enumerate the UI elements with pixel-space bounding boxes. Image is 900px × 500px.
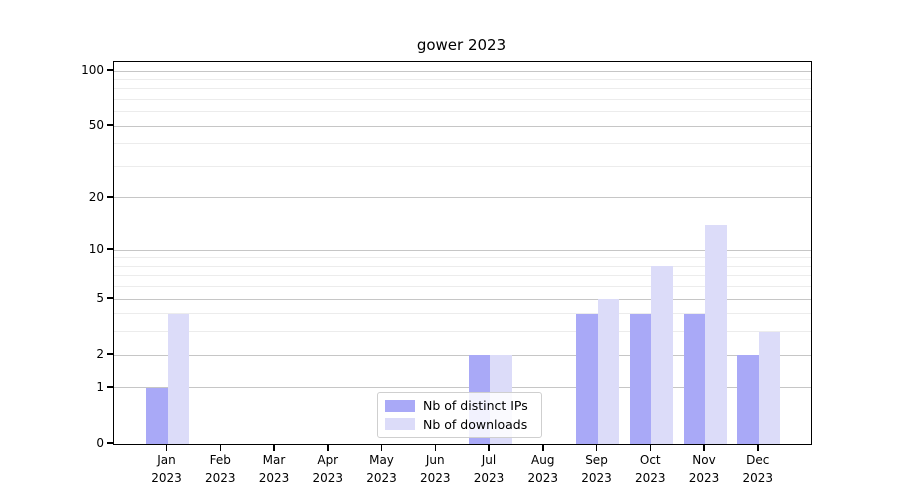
legend: Nb of distinct IPs Nb of downloads: [377, 392, 542, 438]
x-tick-label: Jun 2023: [419, 453, 451, 485]
gridline-minor: [114, 286, 811, 288]
y-tick-mark: [107, 297, 113, 299]
y-tick-mark: [107, 69, 113, 71]
gridline-minor: [114, 143, 811, 145]
legend-label-distinct-ips: Nb of distinct IPs: [423, 398, 528, 414]
gridline-minor: [114, 98, 811, 100]
x-tick-mark: [327, 444, 329, 451]
x-tick-label: Sep 2023: [581, 453, 612, 485]
x-tick-mark: [542, 444, 544, 451]
bar-distinct-ips: [146, 387, 168, 444]
y-tick-label: 50: [88, 118, 104, 133]
legend-swatch-downloads: [385, 418, 415, 431]
x-tick-mark: [595, 444, 598, 451]
gridline-major: [114, 298, 811, 300]
bar-downloads: [167, 313, 189, 444]
gridline-major: [114, 354, 811, 356]
legend-item-downloads: Nb of downloads: [385, 417, 534, 432]
y-tick-label: 20: [88, 189, 104, 204]
y-tick-mark: [107, 124, 113, 126]
x-tick-mark: [165, 444, 168, 451]
gridline-major: [114, 249, 811, 251]
legend-label-downloads: Nb of downloads: [423, 416, 528, 432]
legend-swatch-distinct-ips: [385, 399, 415, 412]
x-tick-mark: [703, 444, 705, 451]
y-tick-label: 10: [88, 242, 104, 257]
x-tick-mark: [380, 444, 383, 451]
bar-distinct-ips: [576, 313, 598, 444]
y-tick-mark: [107, 196, 113, 198]
x-tick-mark: [273, 444, 275, 451]
bar-distinct-ips: [683, 313, 705, 444]
x-tick-label: Jul 2023: [473, 453, 505, 485]
gridline-minor: [114, 331, 811, 333]
x-tick-mark: [219, 444, 221, 451]
gridline-minor: [114, 165, 811, 167]
x-tick-label: Oct 2023: [634, 453, 666, 485]
bar-downloads: [758, 331, 781, 444]
gridline-major: [114, 125, 811, 127]
y-tick-label: 100: [81, 63, 104, 77]
gridline-minor: [114, 265, 811, 267]
x-tick-label: Apr 2023: [312, 453, 344, 485]
y-tick-label: 0: [96, 436, 104, 450]
x-tick-label: Aug 2023: [527, 453, 559, 485]
y-tick-mark: [107, 386, 113, 388]
x-tick-label: May 2023: [366, 453, 397, 485]
gridline-minor: [114, 257, 811, 259]
y-tick-mark: [107, 353, 113, 355]
gridline-minor: [114, 313, 811, 315]
x-tick-mark: [757, 444, 759, 451]
x-tick-label: Feb 2023: [204, 453, 236, 485]
legend-item-distinct-ips: Nb of distinct IPs: [385, 398, 534, 413]
x-tick-mark: [649, 444, 651, 451]
gridline-minor: [114, 88, 811, 90]
gridline-major: [114, 197, 811, 199]
bar-downloads: [651, 266, 673, 444]
y-tick-label: 5: [96, 291, 104, 306]
gridline-minor: [114, 275, 811, 277]
bar-downloads: [705, 225, 727, 444]
y-tick-mark: [107, 442, 113, 444]
x-tick-mark: [488, 444, 490, 451]
chart-title: gower 2023: [416, 36, 507, 54]
bar-distinct-ips: [737, 355, 759, 444]
bar-distinct-ips: [629, 313, 652, 444]
y-tick-mark: [107, 248, 113, 250]
x-tick-mark: [434, 444, 436, 451]
gridline-major: [114, 387, 811, 389]
plot-area: [113, 61, 812, 445]
y-tick-label: 2: [96, 347, 104, 362]
y-tick-label: 1: [96, 379, 104, 394]
gridline-minor: [114, 111, 811, 113]
x-tick-label: Nov 2023: [688, 453, 720, 485]
x-tick-label: Dec 2023: [742, 453, 774, 485]
gridline-major: [114, 70, 811, 72]
gridline-minor: [114, 78, 811, 80]
x-tick-label: Mar 2023: [258, 453, 290, 485]
x-tick-label: Jan 2023: [151, 453, 182, 485]
bar-downloads: [597, 299, 619, 444]
